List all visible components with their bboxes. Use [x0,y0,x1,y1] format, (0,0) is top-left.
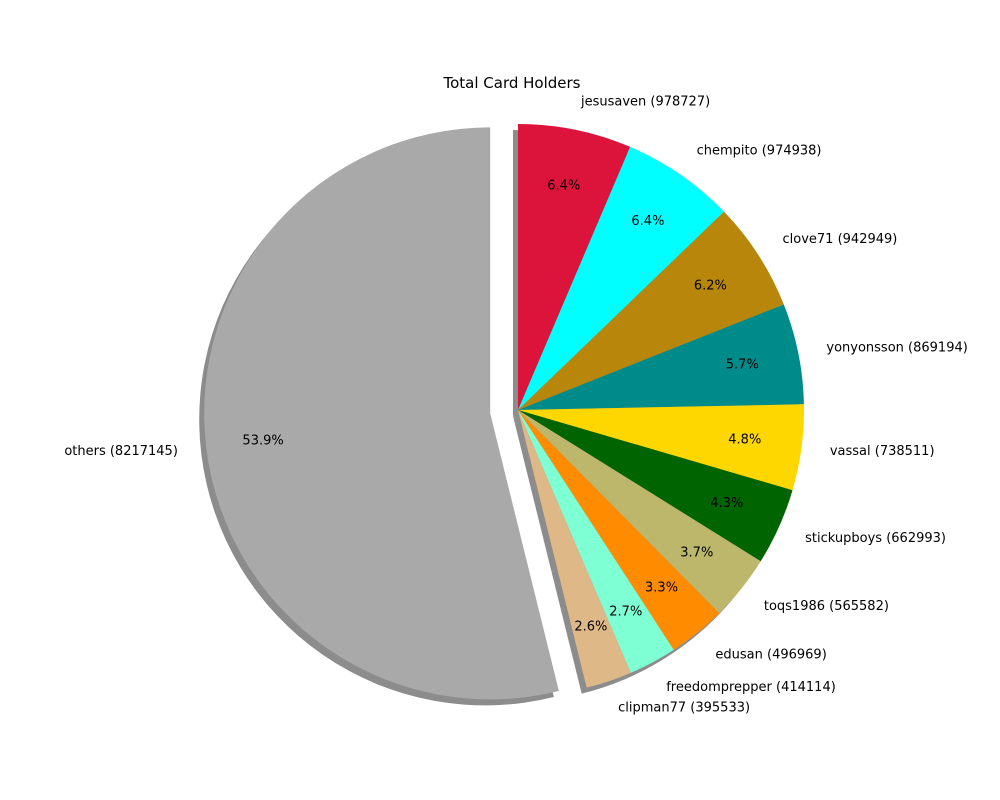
slice-pct-freedomprepper: 2.7% [609,604,642,619]
slice-label-yonyonsson: yonyonsson (869194) [826,340,967,355]
slice-pct-others: 53.9% [242,434,283,449]
pie-slice-clipman77 [518,410,631,688]
slice-label-toqs1986: toqs1986 (565582) [764,599,889,614]
slice-label-vassal: vassal (738511) [830,444,935,459]
slice-pct-yonyonsson: 5.7% [726,357,759,372]
pie-slice-freedomprepper [518,410,674,673]
label-layer: jesusaven (978727) 6.4% chempito (974938) 6… [64,94,967,715]
pie-slice-jesusaven [518,124,631,410]
pie-slice-edusan [518,410,720,650]
slice-label-chempito: chempito (974938) [697,144,822,159]
slice-pct-toqs1986: 3.7% [680,545,713,560]
slice-label-clipman77: clipman77 (395533) [618,701,750,716]
slice-pct-clipman77: 2.6% [574,619,607,634]
pie-slice-yonyonsson [518,304,804,410]
pie-slice-others [204,127,559,700]
chart-title: Total Card Holders [442,74,580,92]
slice-pct-clove71: 6.2% [694,279,727,294]
pie-slice-chempito [518,146,725,410]
slice-label-others: others (8217145) [64,444,178,459]
slice-label-edusan: edusan (496969) [715,647,826,662]
pie-slice-toqs1986 [518,410,761,614]
pie-slice-stickupboys [518,410,793,562]
slice-layer [204,124,804,700]
slice-pct-edusan: 3.3% [645,581,678,596]
slice-pct-vassal: 4.8% [728,433,761,448]
slice-pct-chempito: 6.4% [631,214,664,229]
slice-pct-stickupboys: 4.3% [710,496,743,511]
slice-label-stickupboys: stickupboys (662993) [805,531,946,546]
slice-label-clove71: clove71 (942949) [783,232,898,247]
pie-slice-clove71 [518,211,784,410]
pie-slice-vassal [518,404,804,491]
slice-pct-jesusaven: 6.4% [547,178,580,193]
slice-label-freedomprepper: freedomprepper (414114) [666,680,836,695]
slice-label-jesusaven: jesusaven (978727) [580,94,710,109]
